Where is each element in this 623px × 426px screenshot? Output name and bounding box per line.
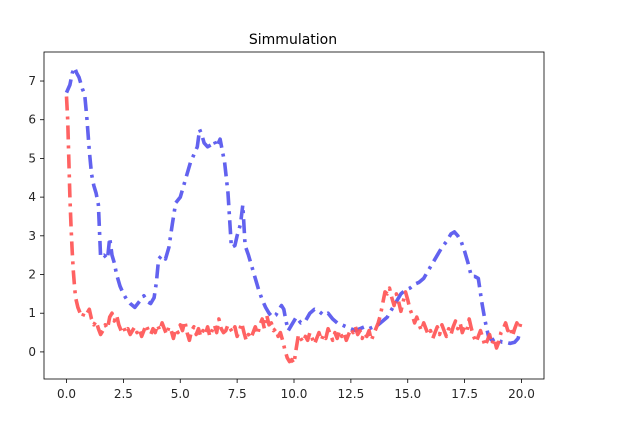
- series-line-1: [64, 65, 523, 346]
- x-axis: 0.0 2.5 5.0 7.5 10.0 12.5 15.0 17.5 20.0: [57, 379, 535, 401]
- x-tick-label: 7.5: [228, 387, 247, 401]
- x-tick-label: 0.0: [57, 387, 76, 401]
- y-tick-label: 5: [28, 151, 36, 165]
- y-tick-label: 6: [28, 113, 36, 127]
- x-tick-label: 10.0: [281, 387, 308, 401]
- x-tick-label: 20.0: [508, 387, 535, 401]
- x-tick-label: 5.0: [171, 387, 190, 401]
- chart-title: Simmulation: [249, 32, 337, 48]
- series-layer: [64, 65, 524, 366]
- x-tick-label: 17.5: [451, 387, 478, 401]
- y-tick-label: 2: [28, 268, 36, 282]
- x-tick-label: 12.5: [338, 387, 365, 401]
- y-tick-label: 4: [28, 190, 36, 204]
- series-line-2: [64, 96, 524, 366]
- y-tick-label: 1: [28, 306, 36, 320]
- y-tick-label: 3: [28, 229, 36, 243]
- y-axis: 0 1 2 3 4 5 6 7: [28, 74, 44, 359]
- x-tick-label: 15.0: [394, 387, 421, 401]
- x-tick-label: 2.5: [114, 387, 133, 401]
- y-tick-label: 0: [28, 345, 36, 359]
- y-tick-label: 7: [28, 74, 36, 88]
